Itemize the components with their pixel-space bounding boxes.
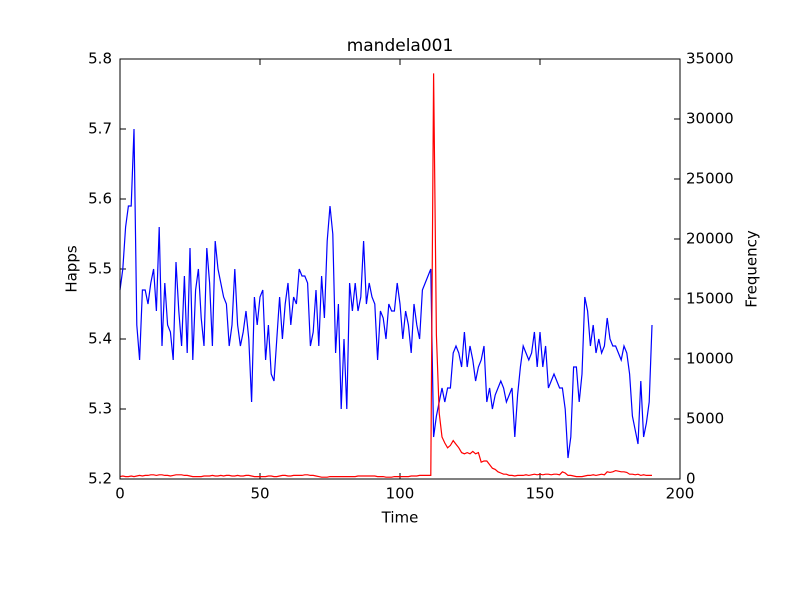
y-axis-label: Happs bbox=[63, 245, 81, 293]
data-line bbox=[119, 128, 653, 459]
chart-title: mandela001 bbox=[347, 36, 454, 56]
y2-tick-label: 35000 bbox=[686, 50, 734, 68]
y-tick-label: 5.3 bbox=[88, 400, 112, 418]
y-tick-label: 5.7 bbox=[88, 120, 112, 138]
data-line bbox=[119, 73, 652, 478]
x-tick-label: 150 bbox=[526, 485, 555, 503]
x-tick-label: 50 bbox=[250, 485, 269, 503]
y2-tick-label: 0 bbox=[686, 470, 696, 488]
y2-axis-label: Frequency bbox=[743, 230, 761, 308]
y2-tick-label: 25000 bbox=[686, 170, 734, 188]
x-tick-label: 0 bbox=[115, 485, 125, 503]
x-tick-label: 200 bbox=[666, 485, 695, 503]
y-tick-label: 5.8 bbox=[88, 50, 112, 68]
y2-tick-label: 20000 bbox=[686, 230, 734, 248]
x-axis-label: Time bbox=[381, 509, 419, 527]
y-tick-label: 5.2 bbox=[88, 470, 112, 488]
y-tick-label: 5.5 bbox=[88, 260, 112, 278]
plot-frame bbox=[119, 58, 681, 480]
x-tick-label: 100 bbox=[386, 485, 415, 503]
y2-tick-label: 5000 bbox=[686, 410, 724, 428]
y-tick-label: 5.4 bbox=[88, 330, 112, 348]
y2-tick-label: 30000 bbox=[686, 110, 734, 128]
y2-tick-label: 15000 bbox=[686, 290, 734, 308]
y-tick-label: 5.6 bbox=[88, 190, 112, 208]
y2-tick-label: 10000 bbox=[686, 350, 734, 368]
